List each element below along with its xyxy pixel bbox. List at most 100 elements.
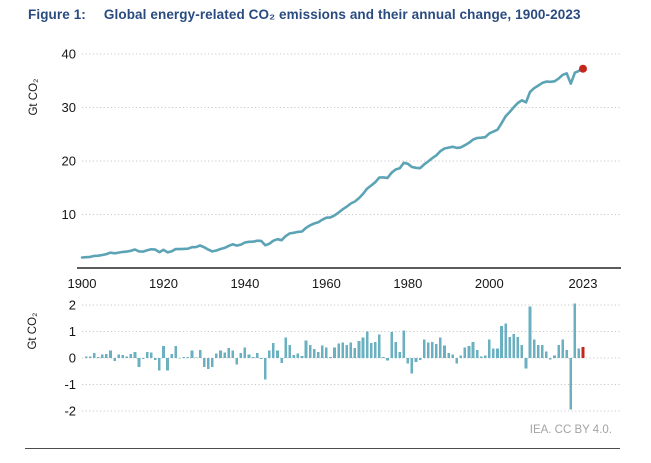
change-bar: [308, 345, 312, 358]
change-bar: [394, 342, 397, 358]
tick-label: -1: [64, 377, 76, 392]
change-bar: [378, 334, 381, 358]
change-bar: [158, 358, 161, 371]
change-bar: [447, 353, 450, 358]
change-bar: [349, 342, 353, 358]
change-bar: [316, 352, 320, 358]
change-bar: [341, 342, 344, 358]
change-bar: [353, 347, 357, 358]
emissions-line: [80, 67, 585, 259]
change-bar: [455, 358, 458, 364]
tick-label: 40: [62, 47, 76, 62]
change-bar: [524, 358, 528, 369]
tick-label: -2: [64, 404, 76, 419]
change-bar: [471, 342, 475, 358]
change-bar: [235, 358, 239, 365]
highlight-bar-2023: [581, 347, 585, 358]
change-bar: [569, 358, 573, 410]
change-bar: [259, 358, 263, 359]
change-bar: [202, 358, 206, 367]
change-bar: [300, 355, 304, 358]
x-tick-labels: 1900 1920 1940 1960 1980 2000 2023: [68, 276, 598, 291]
change-bar: [573, 303, 577, 358]
tick-label: 1: [69, 324, 76, 339]
change-bar: [410, 358, 414, 374]
change-bar: [508, 336, 511, 358]
change-bar: [565, 350, 568, 358]
change-bar: [402, 330, 406, 358]
change-bar: [166, 358, 169, 371]
change-bar: [463, 347, 467, 358]
change-bar: [186, 357, 190, 358]
change-bar: [215, 353, 218, 358]
change-bar: [504, 323, 507, 358]
tick-label: 1980: [393, 276, 422, 291]
change-bar: [194, 357, 198, 358]
change-bar: [280, 358, 283, 363]
change-bar: [431, 341, 434, 358]
change-bar: [117, 354, 120, 358]
change-bar: [84, 356, 88, 358]
change-bar: [101, 354, 104, 358]
change-bar: [496, 348, 499, 358]
change-bar: [264, 358, 267, 380]
change-bar: [284, 337, 287, 358]
change-bar: [162, 345, 165, 358]
change-bar: [374, 341, 377, 358]
change-bar: [105, 353, 108, 358]
change-bar: [337, 343, 340, 358]
change-bar: [255, 353, 259, 358]
tick-label: 2000: [475, 276, 504, 291]
tick-label: 1920: [149, 276, 178, 291]
change-bar: [154, 358, 157, 360]
change-bar: [345, 344, 349, 359]
change-bar: [272, 343, 275, 358]
change-bar: [88, 356, 92, 358]
change-bar: [536, 344, 540, 359]
change-bar: [418, 358, 422, 360]
change-bar: [92, 353, 96, 358]
change-bar: [516, 336, 520, 358]
highlight-point-2023: [579, 64, 587, 73]
change-bar: [386, 358, 389, 361]
change-bar: [239, 353, 243, 358]
change-bar: [528, 306, 532, 358]
figure-title-row: Figure 1: Global energy-related CO₂ emiss…: [28, 7, 581, 22]
change-bar: [520, 344, 524, 359]
change-bar: [190, 350, 194, 358]
change-bar: [129, 353, 133, 358]
change-bar: [312, 349, 316, 358]
change-bar: [398, 352, 401, 358]
change-bar: [304, 340, 308, 358]
change-bar: [333, 347, 336, 358]
change-bar: [292, 355, 296, 358]
change-bar: [512, 334, 516, 358]
change-bar: [268, 350, 271, 358]
change-bar: [182, 356, 186, 358]
change-bar: [149, 352, 153, 358]
change-bar: [382, 357, 385, 358]
change-bar: [243, 347, 247, 358]
top-gridlines: [82, 53, 620, 215]
footer-rule: [25, 448, 620, 449]
change-bar: [276, 350, 279, 358]
figure-title: Global energy-related CO₂ emissions and …: [103, 7, 581, 22]
change-bar: [451, 354, 454, 358]
change-bar: [170, 353, 173, 358]
source-attribution: IEA. CC BY 4.0.: [529, 424, 612, 436]
change-bar: [247, 354, 251, 358]
tick-label: 1960: [312, 276, 341, 291]
change-bar: [532, 339, 536, 358]
change-bar: [426, 342, 430, 358]
change-bar: [541, 344, 544, 359]
change-bar: [178, 358, 182, 359]
annual-change-bars: [84, 303, 585, 410]
tick-label: 0: [69, 351, 76, 366]
change-bar: [561, 339, 564, 358]
line-chart: 40 30 20 10 Gt CO₂ 1900 1920 1940 1960 1980 2000…: [28, 47, 621, 291]
bottom-y-tick-labels: 2 1 0 -1 -2: [64, 298, 76, 419]
change-bar: [296, 353, 300, 358]
change-bar: [545, 351, 548, 358]
change-bar: [475, 350, 479, 358]
